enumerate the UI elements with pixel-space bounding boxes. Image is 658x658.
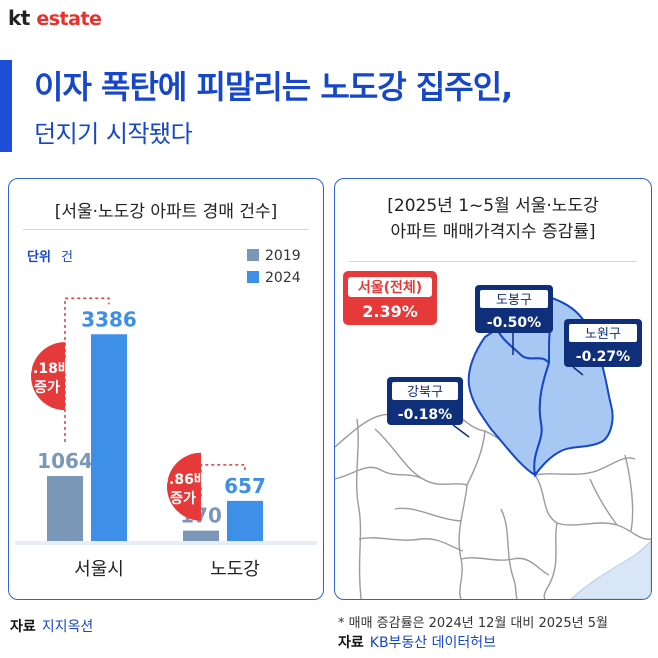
title-accent-bar (0, 60, 12, 152)
price-index-title-line1: [2025년 1~5월 서울·노도강 (387, 196, 599, 216)
boundary-line (589, 478, 618, 526)
price-index-panel: [2025년 1~5월 서울·노도강 아파트 매매가격지수 증감률] (334, 178, 652, 600)
highlighted-districts (467, 285, 614, 478)
river-area (570, 540, 651, 599)
boundary-line (466, 430, 486, 486)
bar-2019-0 (47, 476, 83, 541)
gangbuk-name: 강북구 (407, 385, 443, 400)
bar-value-label: 1064 (37, 449, 93, 473)
gangbuk-value: -0.18% (398, 407, 452, 423)
panel-divider (23, 229, 309, 230)
growth-label: 증가 (34, 380, 60, 396)
nowon-label-box: 노원구 -0.27% (564, 319, 642, 376)
seoul-value: 2.39% (362, 302, 418, 321)
left-source: 자료 지지옥션 (10, 616, 93, 636)
headline: 이자 폭탄에 피말리는 노도강 집주인, (34, 68, 513, 106)
right-source: 자료 KB부동산 데이터허브 (338, 632, 496, 652)
subheadline: 던지기 시작됐다 (34, 120, 193, 148)
map-note: * 매매 증감률은 2024년 12월 대비 2025년 5월 (338, 616, 608, 631)
boundary-line (500, 508, 518, 599)
legend-swatch-2024 (247, 271, 259, 283)
gangbuk-name-background (392, 382, 458, 400)
boundary-line (355, 418, 362, 599)
boundary-line (458, 484, 468, 599)
bar-2024-1 (227, 500, 263, 541)
auction-bar-chart: 단위 건 2019 2024 106433861706573.18배증가3.86… (15, 248, 317, 580)
boundary-line (394, 507, 462, 522)
boundary-line (543, 522, 558, 599)
right-source-label: 자료 (338, 635, 364, 651)
seoul-overall-box: 서울(전체) 2.39% (343, 271, 437, 325)
category-label-nodogang: 노도강 (210, 559, 260, 580)
gangbuk-leader-line (452, 424, 470, 438)
nowon-leader-line (572, 366, 584, 376)
bar-2019-1 (183, 530, 219, 541)
boundary-line (556, 522, 651, 540)
growth-label: 증가 (170, 491, 196, 507)
legend-label-2019: 2019 (265, 248, 301, 264)
price-index-title-line2: 아파트 매매가격지수 증감률] (390, 222, 596, 242)
legend-swatch-2019 (247, 249, 259, 261)
nowon-name-background (569, 324, 637, 342)
bar-value-label: 657 (224, 474, 266, 498)
dobong-name: 도봉구 (496, 293, 532, 308)
left-source-value: 지지옥션 (41, 619, 94, 635)
boundary-line (374, 428, 424, 480)
district-map: 서울(전체) 2.39% 도봉구 -0.50% 노원구 -0.27% 강북구 -… (335, 271, 651, 599)
growth-multiplier: 3.18배 (23, 361, 70, 377)
unit-label: 단위 (27, 249, 51, 265)
growth-bracket (200, 464, 246, 497)
bar-value-label: 3386 (81, 307, 137, 331)
gangbuk-label-box: 강북구 -0.18% (387, 377, 470, 438)
boundary-line (460, 557, 550, 576)
left-source-label: 자료 (10, 619, 36, 635)
growth-badge (31, 342, 65, 411)
brand-logo: kt estate (8, 6, 102, 30)
boundary-line (534, 457, 636, 476)
price-index-title: [2025년 1~5월 서울·노도강 아파트 매매가격지수 증감률] (335, 193, 651, 245)
legend-label-2024: 2024 (265, 270, 301, 286)
seoul-name-background (348, 277, 432, 297)
bar-2024-0 (91, 334, 127, 541)
boundary-line (335, 466, 468, 486)
nowon-name: 노원구 (585, 327, 621, 342)
auction-count-panel: [서울·노도강 아파트 경매 건수] 단위 건 2019 2024 1064 33… (8, 178, 324, 600)
boundary-line (624, 454, 634, 532)
growth-badge (167, 452, 201, 521)
panel-divider (349, 261, 637, 262)
auction-chart-title: [서울·노도강 아파트 경매 건수] (54, 202, 278, 222)
brand-suffix: estate (36, 8, 102, 30)
growth-multiplier: 3.86배 (159, 472, 206, 488)
unit-value: 건 (61, 250, 73, 265)
dobong-label-box: 도봉구 -0.50% (475, 285, 553, 355)
dobong-value: -0.50% (487, 315, 541, 331)
seoul-name: 서울(전체) (358, 279, 422, 296)
dobong-name-background (480, 290, 548, 308)
nowon-value: -0.27% (576, 349, 630, 365)
brand-prefix: kt (8, 6, 30, 30)
boundary-line (358, 537, 464, 552)
category-label-seoul: 서울시 (74, 559, 124, 580)
right-source-value: KB부동산 데이터허브 (369, 635, 497, 651)
chart-baseline (15, 541, 317, 545)
